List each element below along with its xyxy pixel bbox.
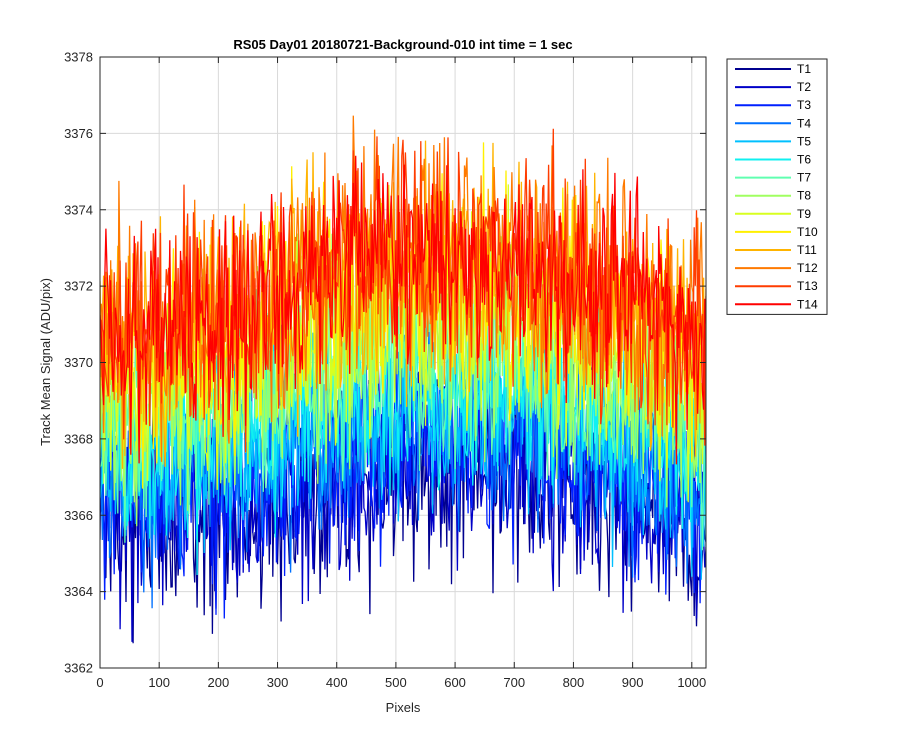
x-tick-label: 600 [444,675,466,690]
y-tick-label: 3378 [64,50,93,65]
legend-entry: T13 [797,279,818,293]
legend-entry: T8 [797,189,811,203]
legend-entry: T3 [797,98,811,112]
y-tick-label: 3376 [64,126,93,141]
y-tick-label: 3370 [64,355,93,370]
legend-entry: T5 [797,134,811,148]
legend-entry: T12 [797,261,818,275]
series-line-T13 [100,128,706,453]
x-tick-label: 300 [267,675,289,690]
x-tick-label: 100 [148,675,170,690]
x-tick-label: 400 [326,675,348,690]
x-tick-label: 700 [503,675,525,690]
y-tick-label: 3374 [64,202,93,217]
legend-entry: T9 [797,207,811,221]
x-tick-label: 800 [563,675,585,690]
y-tick-label: 3362 [64,661,93,676]
legend-entry: T2 [797,80,811,94]
y-tick-label: 3364 [64,584,93,599]
legend-entry: T11 [797,243,817,257]
x-tick-label: 0 [96,675,103,690]
legend: T1 T2 T3 T4 T5 T6 T7 T8 T9 T10 T11 T12 T13 T14 [726,58,828,315]
legend-box [726,58,828,315]
series-line-T14 [100,155,706,465]
x-axis-label: Pixels [386,700,421,715]
chart-title: RS05 Day01 20180721-Background-010 int t… [233,37,572,52]
y-axis-label: Track Mean Signal (ADU/pix) [38,278,53,446]
legend-entry: T7 [797,171,811,185]
legend-entry: T6 [797,153,811,167]
y-tick-label: 3368 [64,431,93,446]
series-group [100,115,706,644]
legend-entry: T14 [797,297,818,311]
x-tick-label: 1000 [677,675,706,690]
y-tick-label: 3372 [64,279,93,294]
plot-area: 0 100 200 300 400 500 600 700 800 900 1000 3362 3364… [64,50,707,690]
x-tick-label: 200 [208,675,230,690]
legend-entry: T10 [797,225,818,239]
x-tick-label: 500 [385,675,407,690]
legend-entry: T1 [797,62,811,76]
x-tick-label: 900 [622,675,644,690]
y-tick-label: 3366 [64,508,93,523]
legend-entry: T4 [797,116,811,130]
